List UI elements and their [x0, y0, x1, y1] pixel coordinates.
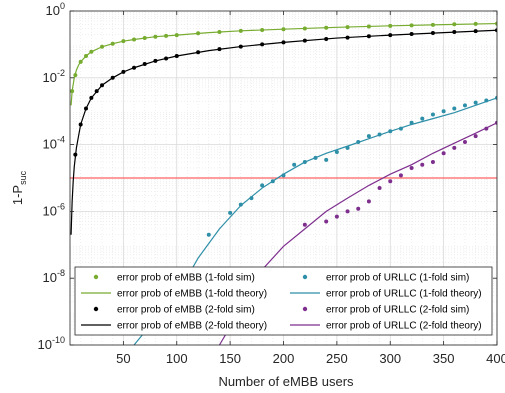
legend-label: error prob of URLLC (2-fold sim) — [326, 305, 469, 316]
data-point — [260, 183, 265, 188]
legend: error prob of eMBB (1-fold sim) error pro… — [74, 266, 493, 336]
y-tick-label: 10-4 — [43, 135, 65, 152]
data-point — [356, 206, 361, 211]
data-point — [430, 160, 435, 165]
y-tick-label: 100 — [46, 1, 65, 18]
data-point — [398, 173, 403, 178]
data-point — [366, 134, 371, 139]
x-tick-label: 300 — [379, 351, 401, 366]
data-point — [409, 165, 414, 170]
legend-item: error prob of eMBB (1-fold sim) — [93, 273, 255, 284]
legend-label: error prob of URLLC (1-fold theory) — [326, 289, 482, 300]
data-point — [324, 219, 329, 224]
data-point — [334, 214, 339, 219]
data-point — [366, 199, 371, 204]
series-group — [70, 21, 497, 345]
series-error-prob-of-urllc-1-fold-theory — [133, 97, 497, 345]
legend-box — [74, 266, 493, 336]
data-point — [206, 232, 211, 237]
y-tick-label: 10-10 — [38, 335, 65, 352]
legend-item: error prob of URLLC (2-fold sim) — [302, 305, 469, 316]
legend-swatch — [302, 306, 308, 312]
x-tick-label: 150 — [219, 351, 241, 366]
legend-label: error prob of eMBB (1-fold theory) — [117, 289, 267, 300]
x-tick-label: 200 — [273, 351, 295, 366]
data-point — [462, 103, 467, 108]
series-error-prob-of-embb-1-fold-theory — [70, 22, 497, 106]
data-point — [377, 186, 382, 191]
legend-item: error prob of eMBB (2-fold sim) — [93, 305, 255, 316]
series-error-prob-of-urllc-2-fold-theory — [218, 122, 497, 345]
data-point — [441, 151, 446, 156]
data-point — [292, 162, 297, 167]
y-axis-label: 1-Psuc — [10, 170, 28, 205]
data-point — [302, 222, 307, 227]
series-line — [70, 22, 497, 106]
x-axis-label: Number of eMBB users — [218, 374, 354, 389]
data-point — [345, 209, 350, 214]
x-tick-label: 400 — [486, 351, 505, 366]
series-line — [218, 122, 497, 345]
data-point — [238, 202, 243, 207]
data-point — [324, 157, 329, 162]
data-point — [473, 134, 478, 139]
data-point — [452, 145, 457, 150]
data-point — [430, 112, 435, 117]
x-tick-label: 250 — [326, 351, 348, 366]
axes: 50 100 150 200 250 300 350 400 10-10 10-8 10-6 10-4… — [38, 1, 505, 366]
series-line — [70, 29, 497, 235]
data-point — [441, 109, 446, 114]
legend-item: error prob of eMBB (2-fold theory) — [81, 321, 267, 332]
legend-swatch — [93, 306, 99, 312]
data-point — [334, 150, 339, 155]
legend-label: error prob of eMBB (2-fold theory) — [117, 321, 267, 332]
series-error-prob-of-embb-2-fold-theory — [70, 29, 497, 235]
y-axis-label-sub: suc — [18, 170, 28, 185]
data-point — [388, 179, 393, 184]
x-tick-label: 100 — [166, 351, 188, 366]
legend-label: error prob of eMBB (2-fold sim) — [117, 305, 255, 316]
legend-item: error prob of URLLC (2-fold theory) — [290, 321, 482, 332]
data-point — [473, 100, 478, 105]
data-point — [420, 162, 425, 167]
legend-item: error prob of URLLC (1-fold sim) — [302, 273, 469, 284]
series-error-prob-of-urllc-2-fold-sim — [302, 120, 497, 227]
series-line — [133, 97, 497, 345]
data-point — [228, 210, 233, 215]
y-tick-label: 10-2 — [43, 68, 65, 85]
legend-item: error prob of eMBB (1-fold theory) — [81, 289, 267, 300]
y-axis-label-main: 1-P — [10, 185, 25, 205]
series-layer — [70, 21, 497, 345]
data-point — [452, 106, 457, 111]
legend-item: error prob of URLLC (1-fold theory) — [290, 289, 482, 300]
data-point — [462, 139, 467, 144]
legend-swatch — [302, 274, 308, 280]
y-tick-label: 10-8 — [43, 268, 65, 285]
data-point — [420, 116, 425, 121]
legend-swatch — [93, 274, 99, 280]
x-tick-label: 350 — [433, 351, 455, 366]
y-tick-label: 10-6 — [43, 201, 65, 218]
legend-label: error prob of URLLC (1-fold sim) — [326, 273, 469, 284]
legend-label: error prob of URLLC (2-fold theory) — [326, 321, 482, 332]
x-tick-label: 50 — [116, 351, 130, 366]
legend-label: error prob of eMBB (1-fold sim) — [117, 273, 255, 284]
